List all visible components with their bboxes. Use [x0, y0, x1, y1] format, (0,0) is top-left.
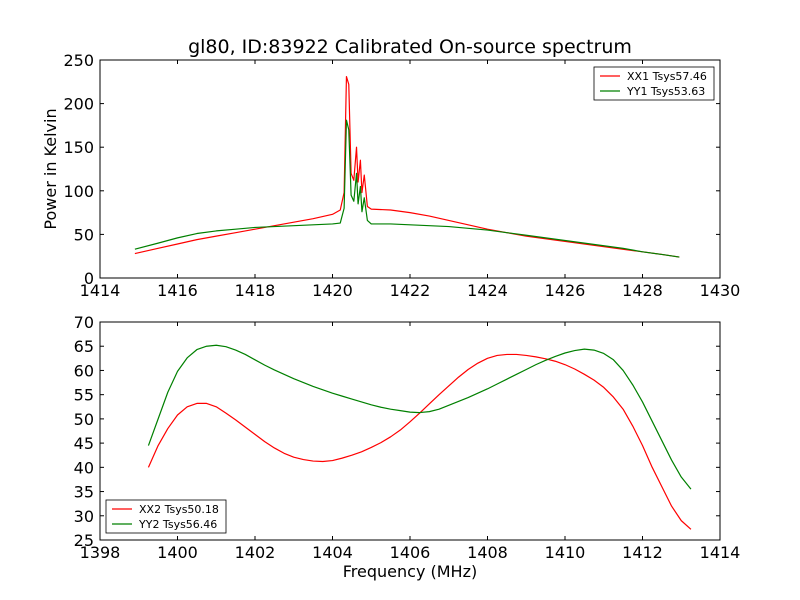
- x-tick-label: 1406: [390, 543, 431, 562]
- legend-label: YY2 Tsys56.46: [138, 518, 217, 531]
- y-tick-label: 30: [74, 507, 94, 526]
- legend-label: XX1 Tsys57.46: [627, 70, 707, 83]
- y-tick-label: 60: [74, 361, 94, 380]
- series-line-xx2: [147, 353, 692, 530]
- x-tick-label: 1412: [622, 543, 663, 562]
- x-tick-label: 1426: [545, 281, 586, 300]
- legend-label: XX2 Tsys50.18: [139, 503, 219, 516]
- legend-label: YY1 Tsys53.63: [626, 85, 705, 98]
- figure-title: gl80, ID:83922 Calibrated On-source spec…: [188, 36, 632, 58]
- y-tick-label: 55: [74, 386, 94, 405]
- y-tick-label: 65: [74, 337, 94, 356]
- x-tick-label: 1408: [467, 543, 508, 562]
- x-tick-label: 1422: [390, 281, 431, 300]
- y-tick-label: 40: [74, 458, 94, 477]
- x-tick-label: 1400: [157, 543, 198, 562]
- y-tick-label: 100: [63, 182, 94, 201]
- y-tick-label: 45: [74, 434, 94, 453]
- x-tick-label: 1416: [157, 281, 198, 300]
- x-axis-label: Frequency (MHz): [343, 562, 477, 581]
- y-tick-label: 200: [63, 95, 94, 114]
- x-tick-label: 1418: [235, 281, 276, 300]
- x-tick-label: 1420: [312, 281, 353, 300]
- y-tick-label: 50: [74, 225, 94, 244]
- x-tick-label: 1414: [80, 281, 121, 300]
- x-tick-label: 1404: [312, 543, 353, 562]
- legend-box: [593, 66, 715, 101]
- legend-box: [105, 499, 227, 534]
- y-tick-label: 70: [74, 313, 94, 332]
- y-tick-label: 150: [63, 138, 94, 157]
- y-tick-label: 35: [74, 483, 94, 502]
- y-axis-label: Power in Kelvin: [41, 108, 60, 229]
- x-tick-label: 1398: [80, 543, 121, 562]
- x-tick-label: 1410: [545, 543, 586, 562]
- x-tick-label: 1430: [700, 281, 741, 300]
- series-line-yy2: [147, 344, 692, 490]
- y-tick-label: 25: [74, 531, 94, 550]
- y-tick-label: 0: [84, 269, 94, 288]
- top-panel: 1414 1416 1418 1420 1422 1424 1426 1428 1430 0 50 1…: [41, 51, 740, 300]
- series-line-yy1: [134, 119, 680, 258]
- x-tick-label: 1414: [700, 543, 741, 562]
- series-line-xx1: [134, 75, 680, 258]
- x-tick-label: 1424: [467, 281, 508, 300]
- x-tick-label: 1428: [622, 281, 663, 300]
- y-tick-label: 250: [63, 51, 94, 70]
- y-tick-label: 50: [74, 410, 94, 429]
- bottom-panel: 1398 1400 1402 1404 1406 1408 1410 1412 1414 25 30…: [74, 313, 741, 581]
- x-tick-label: 1402: [235, 543, 276, 562]
